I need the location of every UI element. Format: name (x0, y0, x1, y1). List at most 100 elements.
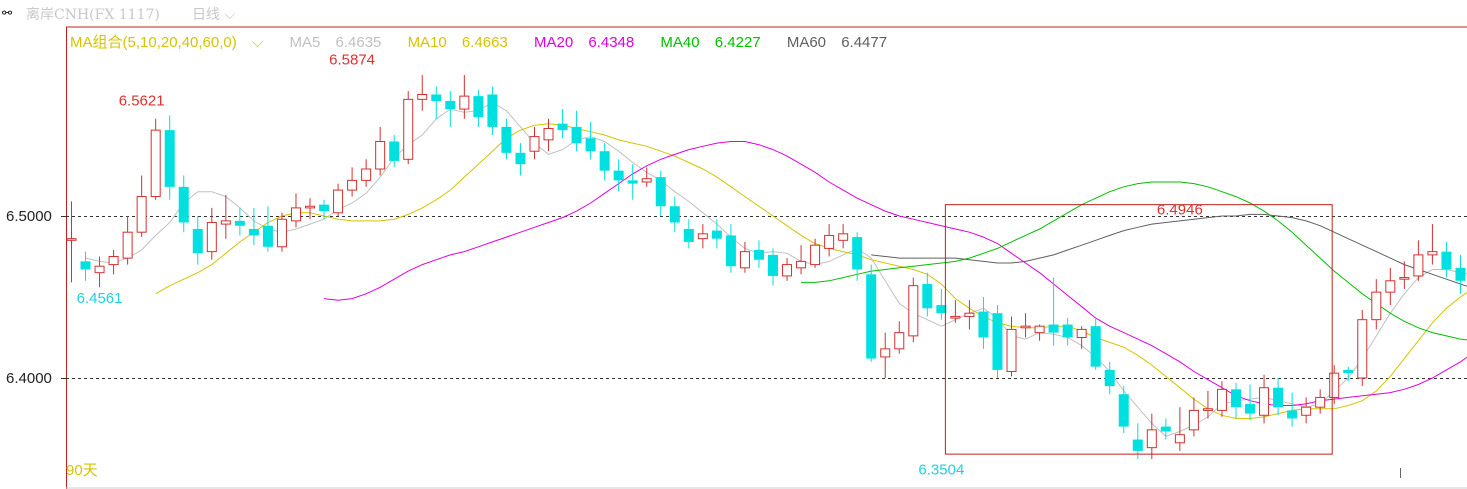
candle-body-down (319, 204, 330, 212)
candle-body-up (782, 264, 793, 277)
candle-body-down (683, 228, 694, 242)
candle-body-down (192, 228, 203, 254)
candle-body-down (1090, 326, 1101, 367)
candle-body-up (1399, 277, 1410, 280)
low-price-label: 6.3504 (918, 461, 964, 478)
candle-body-up (136, 196, 147, 233)
candle-body-down (234, 220, 245, 226)
legend-ma10: MA10 6.4663 (408, 34, 519, 51)
candle-body-up (543, 128, 554, 141)
candle-body-up (908, 285, 919, 337)
candle-body-up (739, 251, 750, 269)
candle-body-up (697, 233, 708, 240)
candle-body-down (445, 100, 456, 110)
candle-body-down (1230, 389, 1241, 408)
instrument-title: 离岸CNH(FX 1117) (26, 7, 160, 23)
legend-ma10-label: MA10 (407, 34, 447, 51)
candle-body-up (206, 221, 217, 253)
candle-body-down (852, 237, 863, 270)
candle-body-down (178, 186, 189, 223)
candle-body-up (880, 348, 891, 358)
legend-ma5-label: MA5 (289, 34, 321, 51)
candle-body-down (978, 311, 989, 338)
candle-body-up (1174, 434, 1185, 444)
candle-body-down (431, 94, 442, 101)
high-price-label: 6.5874 (329, 51, 375, 68)
period-selector[interactable]: 日线 ⌵ (192, 4, 235, 24)
candle-body-down (669, 206, 680, 223)
high-price-label: 6.5621 (119, 92, 165, 109)
candle-body-down (1441, 251, 1452, 270)
legend-ma5-value: 6.4635 (335, 34, 382, 51)
candle-body-up (122, 231, 133, 259)
candle-body-up (1357, 319, 1368, 379)
ma-line-ma40 (801, 181, 1467, 341)
candle-body-up (1034, 325, 1045, 334)
candle-body-up (290, 207, 301, 222)
candle-body-up (1216, 388, 1227, 411)
candle-body-up (838, 233, 849, 241)
chevron-down-icon: ⌵ (220, 7, 236, 23)
ma-legend: MA组合(5,10,20,40,60,0) ⌵ MA5 6.4635 MA10 … (70, 31, 909, 52)
ma-line-ma60 (871, 213, 1467, 287)
candle-body-down (571, 126, 582, 144)
candle-body-down (1048, 324, 1059, 333)
candle-body-down (487, 94, 498, 127)
candle-body-down (936, 305, 947, 314)
candle-body-up (108, 256, 119, 266)
ma-line-ma20 (323, 141, 1467, 406)
period-selector-label: 日线 (192, 7, 220, 23)
candle-body-up (796, 260, 807, 269)
candle-body-down (164, 130, 175, 187)
candle-body-down (1455, 267, 1466, 281)
period-label: 90天 (66, 462, 98, 479)
candle-body-down (585, 138, 596, 152)
high-price-label: 6.4946 (1157, 202, 1203, 219)
legend-ma40-value: 6.4227 (714, 34, 761, 51)
candle-body-down (80, 261, 91, 270)
candle-body-up (1413, 254, 1424, 277)
candle-body-down (1160, 426, 1171, 432)
candle-body-up (94, 265, 105, 274)
candle-body-down (655, 177, 666, 207)
candle-body-down (922, 284, 933, 309)
y-tick-label: 6.4000 (6, 369, 52, 387)
candle-body-up (1427, 251, 1438, 256)
legend-ma40: MA40 6.4227 (660, 34, 771, 51)
candle-body-up (1076, 328, 1087, 338)
candle-body-up (1006, 328, 1017, 373)
candle-body-down (389, 141, 400, 161)
legend-ma20-value: 6.4348 (588, 34, 635, 51)
candle-body-up (529, 136, 540, 152)
link-icon[interactable]: ⚯ (2, 6, 13, 20)
candle-body-up (894, 332, 905, 350)
candle-body-down (515, 152, 526, 165)
candle-body-up (950, 315, 961, 319)
candle-body-up (347, 179, 358, 191)
ma-group-selector[interactable]: MA组合(5,10,20,40,60,0) ⌵ (70, 34, 274, 51)
candle-body-up (305, 205, 316, 209)
candle-body-down (1062, 324, 1073, 338)
candle-body-up (641, 178, 652, 183)
candle-body-down (248, 228, 259, 236)
candle-body-down (768, 254, 778, 276)
candle-body-down (753, 250, 764, 260)
ma-group-label: MA组合(5,10,20,40,60,0) (70, 34, 237, 51)
legend-ma40-label: MA40 (660, 34, 700, 51)
candle-body-up (361, 168, 372, 181)
candle-body-down (1245, 403, 1256, 414)
candle-body-up (66, 238, 77, 241)
candle-body-down (866, 274, 877, 359)
candle-body-down (627, 180, 638, 184)
title-bar: ⚯ 离岸CNH(FX 1117) 日线 ⌵ (0, 0, 1467, 26)
legend-ma20: MA20 6.4348 (534, 34, 645, 51)
candle-body-down (501, 126, 512, 153)
candle-body-up (1146, 429, 1157, 449)
candlestick-chart: 6.5621 6.5874 6.4946 6.4561 6.3504 (61, 26, 1467, 489)
candle-body-up (824, 234, 835, 249)
candle-body-up (375, 140, 386, 170)
candle-body-up (1202, 408, 1213, 411)
candle-body-down (1343, 369, 1354, 374)
candle-body-up (150, 129, 161, 198)
candle-body-up (964, 312, 975, 317)
